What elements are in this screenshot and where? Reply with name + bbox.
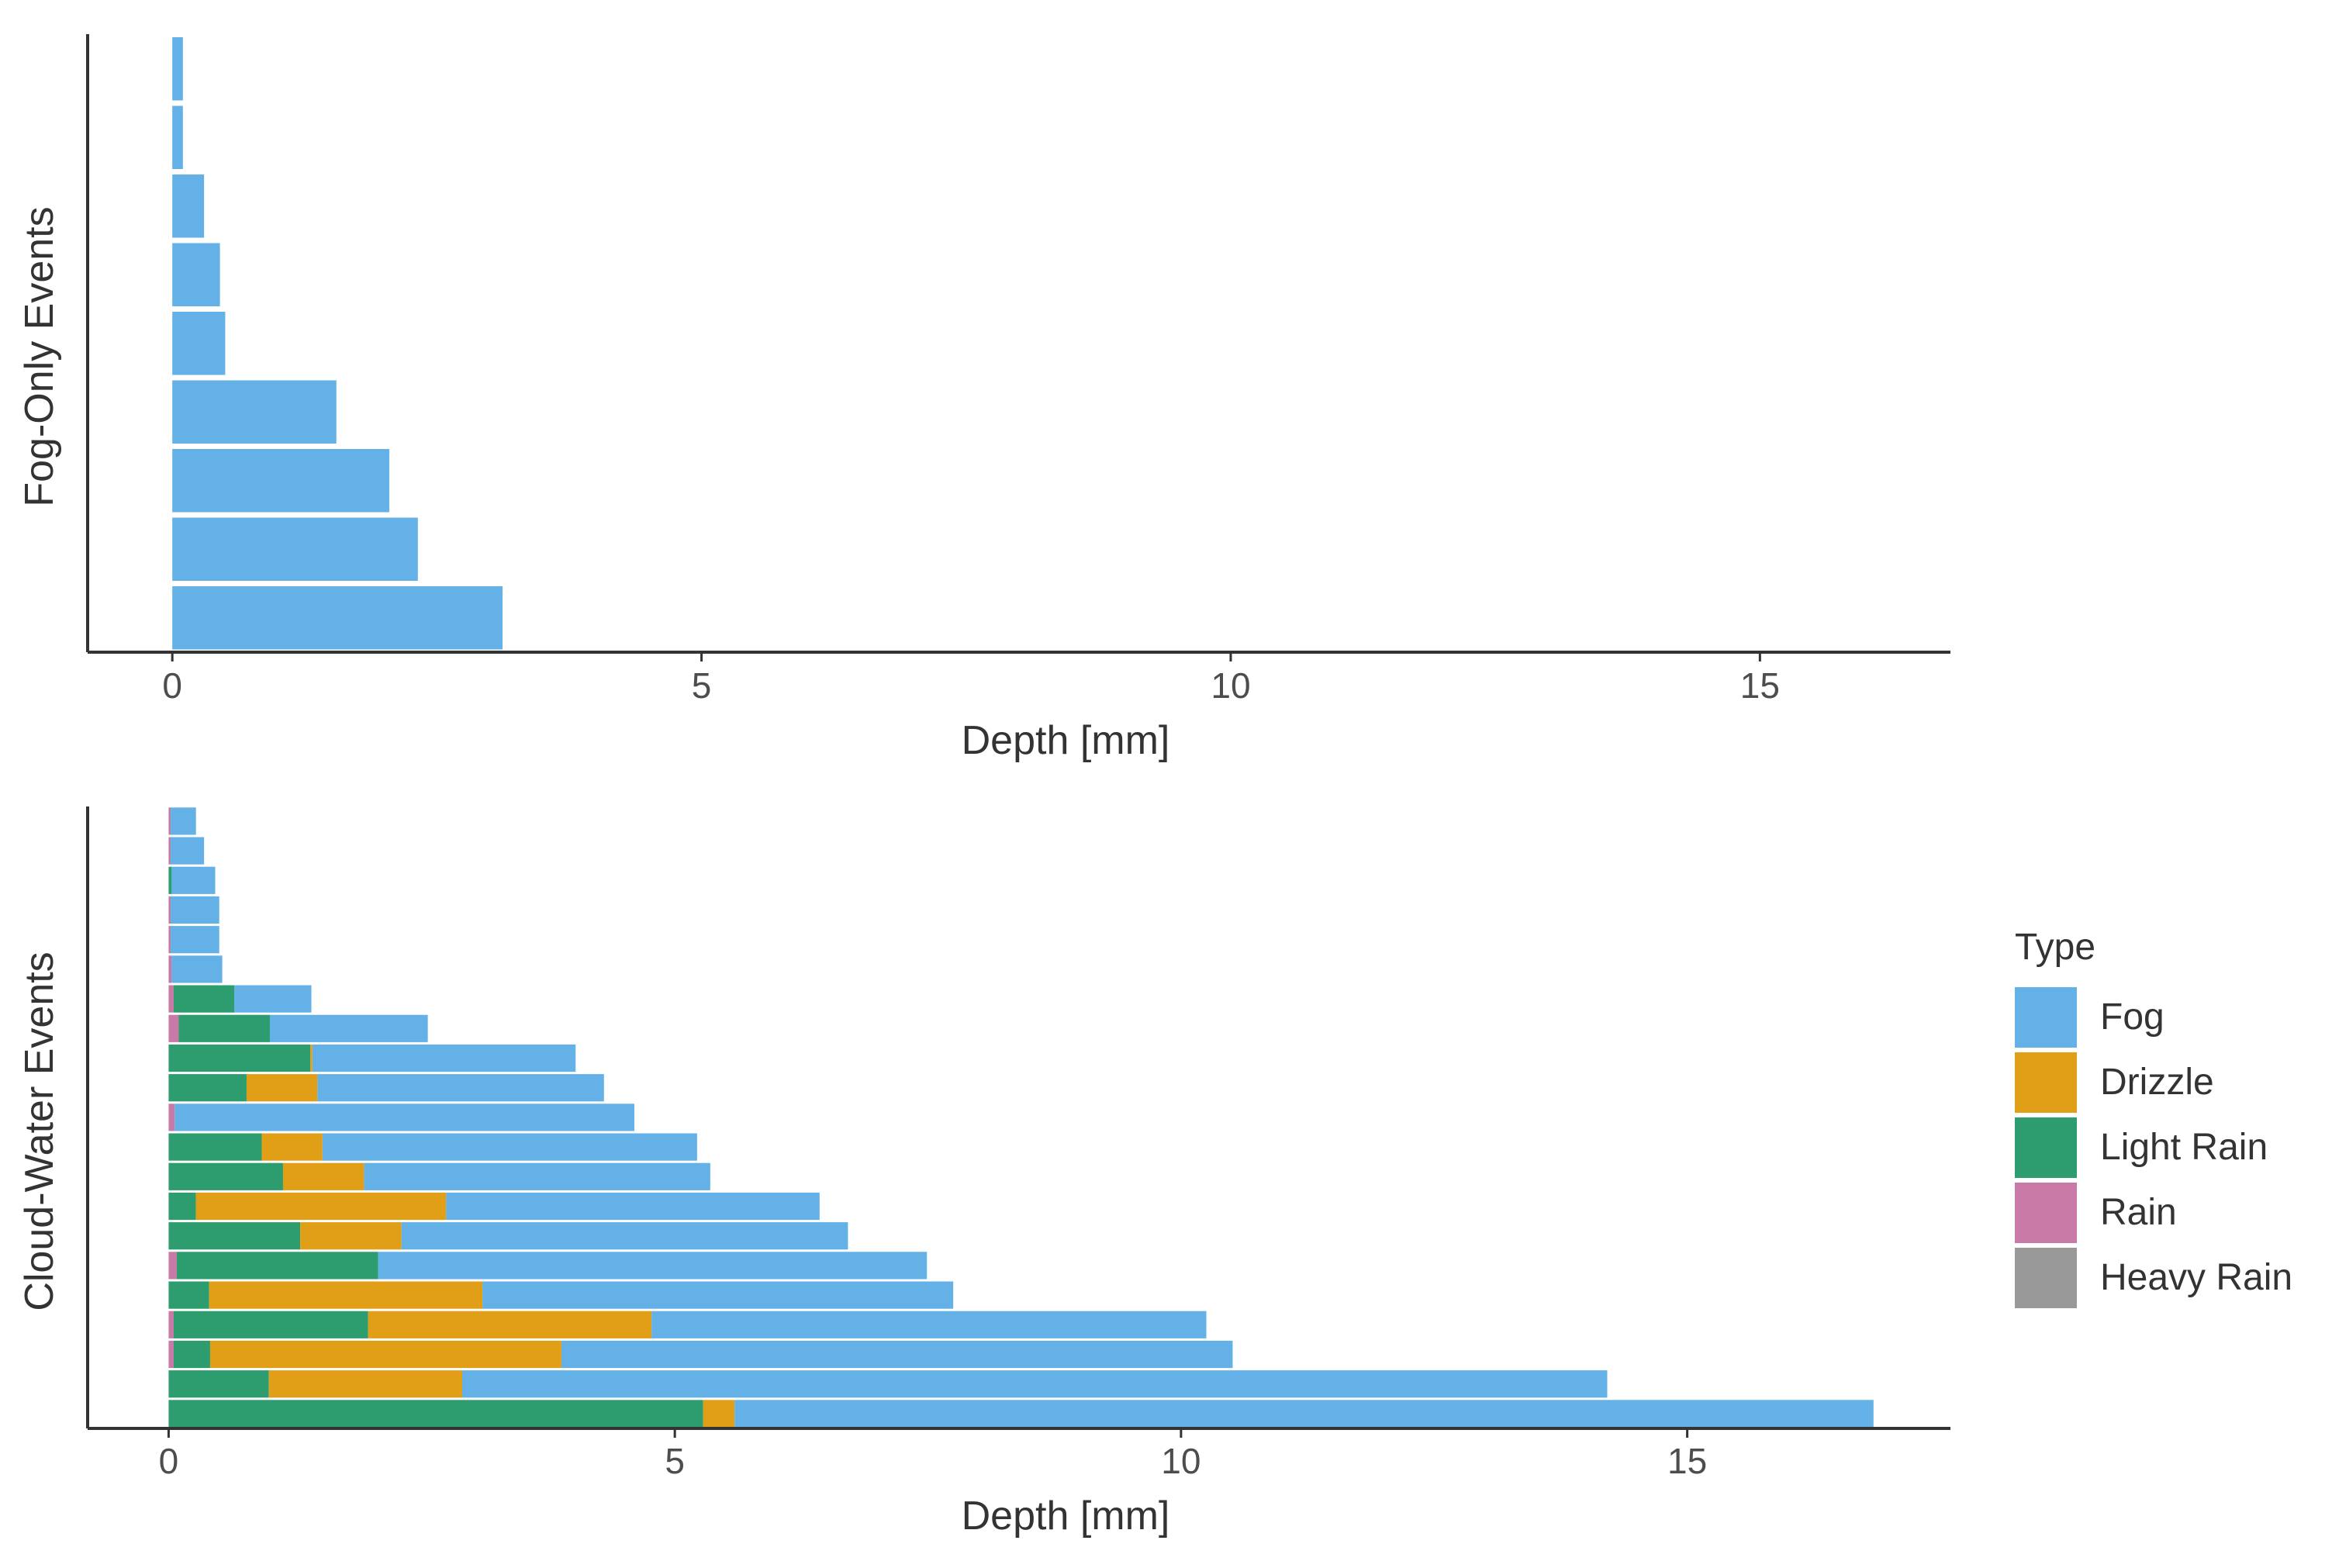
cloud-water-bar-4-fog: [171, 896, 219, 924]
cloud-water-bar-5-fog: [171, 926, 219, 954]
fog-only-bar-2-fog: [172, 105, 183, 169]
cloud-water-bar-15-drizzle: [300, 1222, 402, 1250]
cloud-water-bar-19-drizzle: [209, 1340, 561, 1369]
cloud-water-bar-7-fog: [234, 985, 312, 1013]
cloud-water-bar-1-fog: [171, 807, 196, 835]
cloud-water-bar-20-light-rain: [168, 1370, 269, 1398]
cloud-water-bar-6-fog: [171, 955, 223, 983]
cloud-water-bar-17-fog: [482, 1281, 954, 1309]
legend-swatch-fog: [2015, 987, 2077, 1048]
legend-label-rain: Rain: [2100, 1192, 2177, 1233]
legend-swatch-drizzle: [2015, 1052, 2077, 1113]
cloud-water-bar-19-fog: [561, 1340, 1233, 1369]
legend-items: Fog Drizzle Light Rain Rain Heavy Rain: [2015, 987, 2292, 1308]
cloud-water-bar-7-light-rain: [173, 985, 235, 1013]
cloud-water-bar-11-fog: [174, 1103, 634, 1131]
cloud-water-bar-19-rain: [168, 1340, 174, 1369]
fog-only-x-tick-label-5: 5: [692, 665, 712, 706]
fog-only-x-tick-label-0: 0: [162, 665, 182, 706]
cloud-water-bar-14-light-rain: [168, 1192, 196, 1221]
cloud-water-bar-13-light-rain: [168, 1162, 283, 1190]
legend-label-fog: Fog: [2100, 996, 2164, 1038]
cloud-water-x-tick-label-10: 10: [1161, 1441, 1201, 1481]
cloud-water-bar-17-light-rain: [168, 1281, 209, 1309]
fog-only-bar-6-fog: [172, 380, 337, 444]
cloud-water-bar-9-drizzle: [310, 1044, 313, 1072]
legend-swatch-heavy-rain: [2015, 1248, 2077, 1308]
cloud-water-bar-8-light-rain: [178, 1014, 270, 1042]
fog-only-bar-4-fog: [172, 243, 220, 306]
cloud-water-bar-8-fog: [269, 1014, 428, 1042]
fog-only-x-tick-label-10: 10: [1211, 665, 1250, 706]
cloud-water-bar-1-rain: [168, 807, 171, 835]
fog-only-bar-8-fog: [172, 517, 418, 581]
cloud-water-bar-8-rain: [168, 1014, 179, 1042]
fog-only-panel: 0 5 10 15 Depth [mm] Fog-Only Events: [17, 34, 1950, 763]
cloud-water-bar-20-drizzle: [268, 1370, 463, 1398]
cloud-water-bar-21-light-rain: [168, 1400, 703, 1428]
cloud-water-bar-3-light-rain: [168, 866, 172, 894]
cloud-water-bar-13-drizzle: [282, 1162, 364, 1190]
cloud-water-bar-15-light-rain: [168, 1222, 301, 1250]
cloud-water-bar-13-fog: [364, 1162, 710, 1190]
cloud-water-bar-16-rain: [168, 1252, 177, 1280]
cloud-water-x-tick-label-15: 15: [1667, 1441, 1707, 1481]
fog-only-bar-9-fog: [172, 586, 503, 650]
fog-only-x-axis-title: Depth [mm]: [962, 718, 1170, 763]
legend: Type Fog Drizzle Light Rain Rain Heavy Rain: [2015, 927, 2292, 1308]
fog-only-bar-3-fog: [172, 174, 205, 238]
cloud-water-bar-21-drizzle: [703, 1400, 735, 1428]
cloud-water-bar-18-fog: [651, 1311, 1207, 1338]
cloud-water-bar-14-fog: [446, 1192, 820, 1221]
legend-label-drizzle: Drizzle: [2100, 1062, 2214, 1103]
cloud-water-bars: [168, 807, 1874, 1428]
cloud-water-bar-10-fog: [317, 1074, 604, 1102]
cloud-water-x-ticks: 0 5 10 15: [159, 1428, 1707, 1481]
legend-label-heavy-rain: Heavy Rain: [2100, 1257, 2292, 1298]
cloud-water-bar-21-fog: [734, 1400, 1874, 1428]
cloud-water-bar-7-rain: [168, 985, 174, 1013]
cloud-water-bar-6-rain: [168, 955, 172, 983]
cloud-water-y-axis-title: Cloud-Water Events: [17, 952, 62, 1311]
cloud-water-bar-10-drizzle: [246, 1074, 318, 1102]
cloud-water-bar-11-rain: [168, 1103, 175, 1131]
cloud-water-bar-16-fog: [378, 1252, 928, 1280]
cloud-water-bar-12-light-rain: [168, 1133, 262, 1161]
cloud-water-bar-5-rain: [168, 926, 171, 954]
cloud-water-bar-2-fog: [171, 837, 205, 865]
legend-swatch-light-rain: [2015, 1117, 2077, 1178]
cloud-water-bar-4-rain: [168, 896, 171, 924]
cloud-water-bar-12-drizzle: [261, 1133, 323, 1161]
cloud-water-bar-14-drizzle: [195, 1192, 447, 1221]
cloud-water-bar-9-light-rain: [168, 1044, 311, 1072]
fog-only-bar-1-fog: [172, 37, 183, 101]
fog-only-bar-7-fog: [172, 449, 389, 513]
cloud-water-bar-2-rain: [168, 837, 171, 865]
cloud-water-bar-18-rain: [168, 1311, 174, 1338]
fog-only-bars: [172, 37, 503, 650]
cloud-water-bar-16-light-rain: [176, 1252, 378, 1280]
cloud-water-x-tick-label-5: 5: [665, 1441, 685, 1481]
cloud-water-bar-15-fog: [401, 1222, 848, 1250]
cloud-water-bar-10-light-rain: [168, 1074, 247, 1102]
cloud-water-panel: 0 5 10 15 Depth [mm] Cloud-Water Events: [17, 806, 1950, 1539]
cloud-water-x-tick-label-0: 0: [159, 1441, 179, 1481]
legend-title: Type: [2015, 927, 2095, 968]
cloud-water-x-axis-title: Depth [mm]: [962, 1494, 1170, 1539]
cloud-water-bar-19-light-rain: [173, 1340, 210, 1369]
fog-only-bar-5-fog: [172, 312, 226, 375]
legend-label-light-rain: Light Rain: [2100, 1127, 2268, 1168]
cloud-water-bar-12-fog: [322, 1133, 697, 1161]
cloud-water-bar-18-light-rain: [173, 1311, 368, 1338]
fog-only-x-tick-label-15: 15: [1740, 665, 1780, 706]
fog-only-x-ticks: 0 5 10 15: [162, 652, 1780, 706]
cloud-water-bar-17-drizzle: [209, 1281, 483, 1309]
cloud-water-bar-18-drizzle: [368, 1311, 652, 1338]
cloud-water-bar-20-fog: [462, 1370, 1608, 1398]
cloud-water-bar-3-fog: [171, 866, 216, 894]
legend-swatch-rain: [2015, 1183, 2077, 1243]
fog-only-y-axis-title: Fog-Only Events: [17, 206, 62, 506]
cloud-water-bar-9-fog: [312, 1044, 576, 1072]
